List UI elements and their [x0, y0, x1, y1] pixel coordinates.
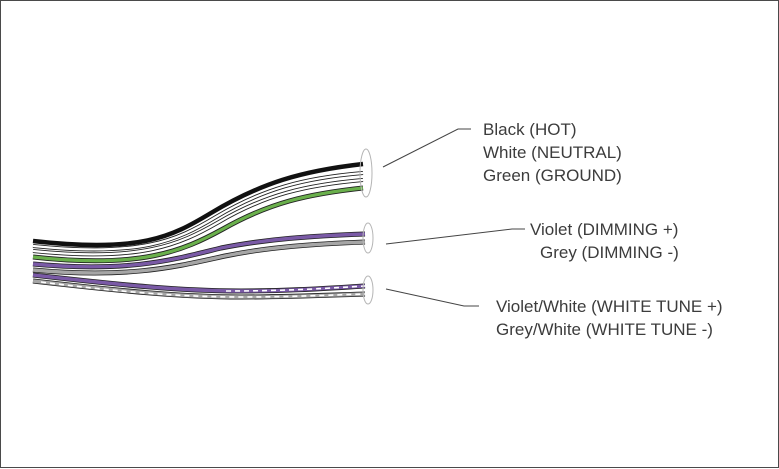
- black-hot-label: Black (HOT): [483, 120, 577, 139]
- violet-dimming-plus-label: Violet (DIMMING +): [530, 220, 679, 239]
- white-tune-wire-labels: Violet/White (WHITE TUNE +) Grey/White (…: [496, 295, 723, 341]
- power-leader-line: [382, 128, 471, 168]
- white-tune-wire-bundle: [32, 272, 366, 300]
- grey-dimming-minus-label: Grey (DIMMING -): [540, 243, 679, 262]
- white-tune-leader-line: [385, 288, 479, 307]
- dimming-bundle-end-cap: [362, 222, 374, 254]
- dimming-wire-bundle: [32, 231, 366, 276]
- black-hot-wire: [32, 161, 364, 248]
- violet-white-tune-plus-label: Violet/White (WHITE TUNE +): [496, 297, 723, 316]
- green-ground-label: Green (GROUND): [483, 166, 622, 185]
- power-bundle-end-cap: [359, 148, 373, 198]
- power-wire-bundle: [32, 161, 364, 264]
- dimming-wire-labels: Violet (DIMMING +) Grey (DIMMING -): [530, 218, 679, 264]
- white-tune-bundle-end-cap: [362, 275, 374, 305]
- power-wire-labels: Black (HOT) White (NEUTRAL) Green (GROUN…: [483, 118, 622, 187]
- white-neutral-label: White (NEUTRAL): [483, 143, 622, 162]
- dimming-leader-line: [385, 228, 525, 245]
- grey-white-tune-minus-label: Grey/White (WHITE TUNE -): [496, 320, 713, 339]
